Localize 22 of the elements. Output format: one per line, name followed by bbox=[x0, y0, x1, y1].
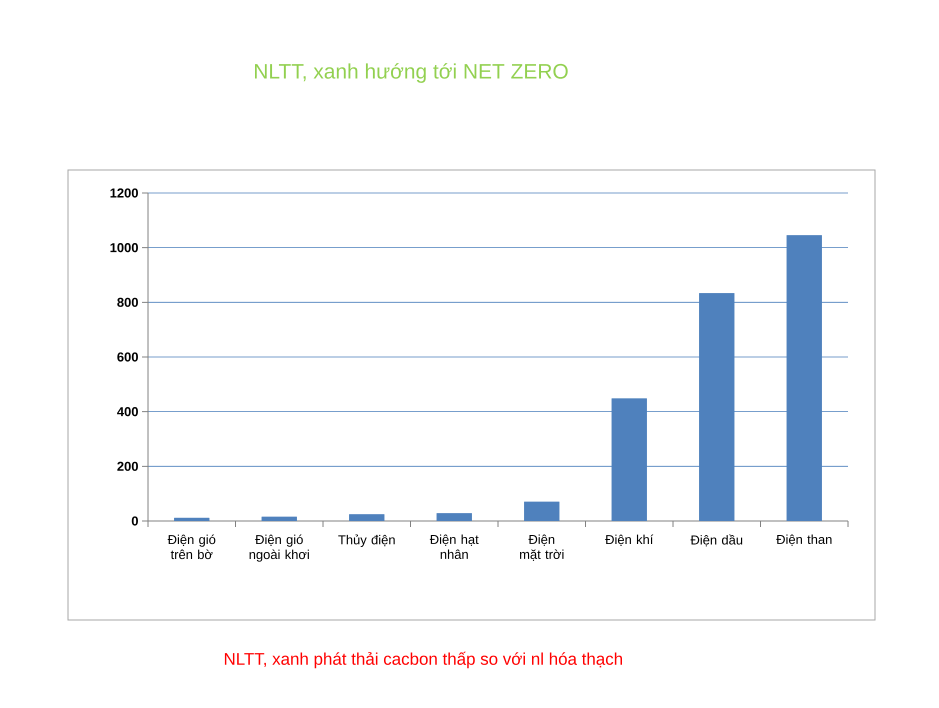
x-tick-label: Điện gió trên bờ bbox=[168, 534, 216, 560]
bar bbox=[349, 514, 384, 521]
x-tick-label: Điện mặt trời bbox=[520, 534, 564, 561]
y-tick-label: 800 bbox=[117, 298, 138, 307]
y-tick-label: 1000 bbox=[110, 243, 138, 252]
bar bbox=[262, 516, 297, 521]
x-tick-label: Điện khí bbox=[605, 534, 654, 546]
x-tick-label: Điện dầu bbox=[690, 534, 742, 546]
x-tick-label: Điện than bbox=[776, 534, 832, 546]
y-tick-label: 200 bbox=[117, 462, 138, 471]
x-tick-label: Điện hạt nhân bbox=[430, 534, 479, 559]
x-tick-label: Thủy điện bbox=[338, 534, 395, 547]
bar bbox=[174, 518, 210, 521]
y-tick-label: 0 bbox=[132, 516, 138, 526]
chart-title: NLTT, xanh hướng tới NET ZERO bbox=[255, 63, 568, 83]
text: NLTT, xanh phát thải cacbon thấp so với nl hóa thạch bbox=[224, 652, 622, 668]
bar bbox=[436, 513, 472, 521]
x-tick-label: Điện gió ngoài khơi bbox=[250, 534, 309, 562]
y-tick-label: 600 bbox=[117, 352, 138, 362]
y-tick-label: 400 bbox=[117, 407, 138, 416]
y-tick-label: 1200 bbox=[110, 188, 138, 198]
bar bbox=[524, 502, 560, 521]
